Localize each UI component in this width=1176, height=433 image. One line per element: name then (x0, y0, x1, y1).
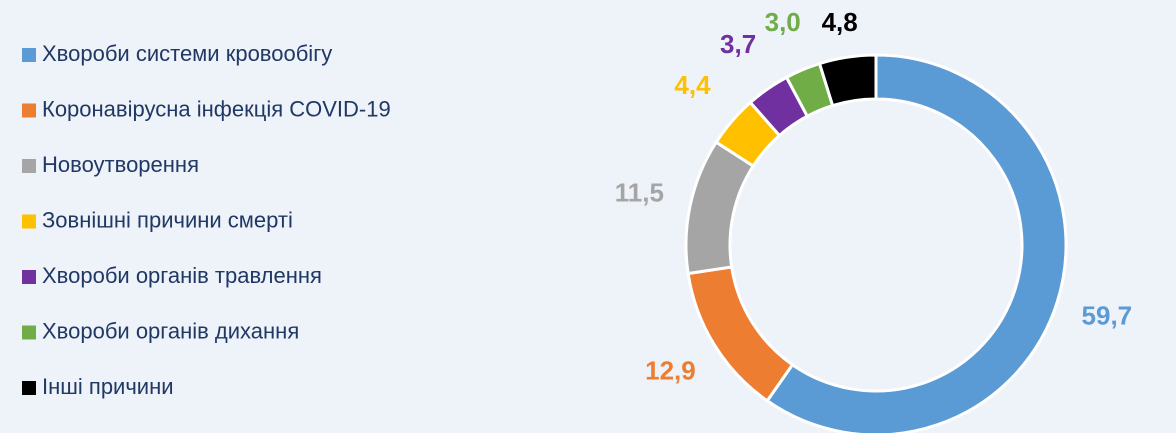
legend-swatch (22, 381, 36, 395)
data-label: 12,9 (645, 356, 696, 386)
legend-label: Хвороби системи кровообігу (42, 41, 332, 66)
legend-swatch (22, 270, 36, 284)
legend-label: Хвороби органів травлення (42, 263, 322, 288)
data-label: 11,5 (615, 177, 664, 207)
legend-label: Коронавірусна інфекція COVID-19 (42, 96, 391, 121)
donut-slice (817, 53, 878, 108)
donut-slice (684, 140, 756, 276)
legend-swatch (22, 48, 36, 62)
legend-label: Інші причини (42, 374, 174, 399)
legend-swatch (22, 214, 36, 229)
legend-swatch (22, 103, 36, 118)
legend-label: Хвороби органів дихання (42, 318, 299, 343)
legend-label: Зовнішні причини смерті (42, 207, 293, 232)
legend-swatch (22, 325, 36, 340)
data-label: 3,0 (765, 7, 801, 37)
legend-label: Новоутворення (42, 152, 199, 177)
data-label: 4,4 (674, 70, 711, 100)
data-label: 4,8 (822, 7, 858, 37)
data-label: 59,7 (1082, 300, 1133, 330)
donut-slice (765, 53, 1068, 433)
data-label: 3,7 (720, 29, 756, 59)
donut-slice (686, 265, 795, 403)
legend-swatch (22, 159, 36, 173)
